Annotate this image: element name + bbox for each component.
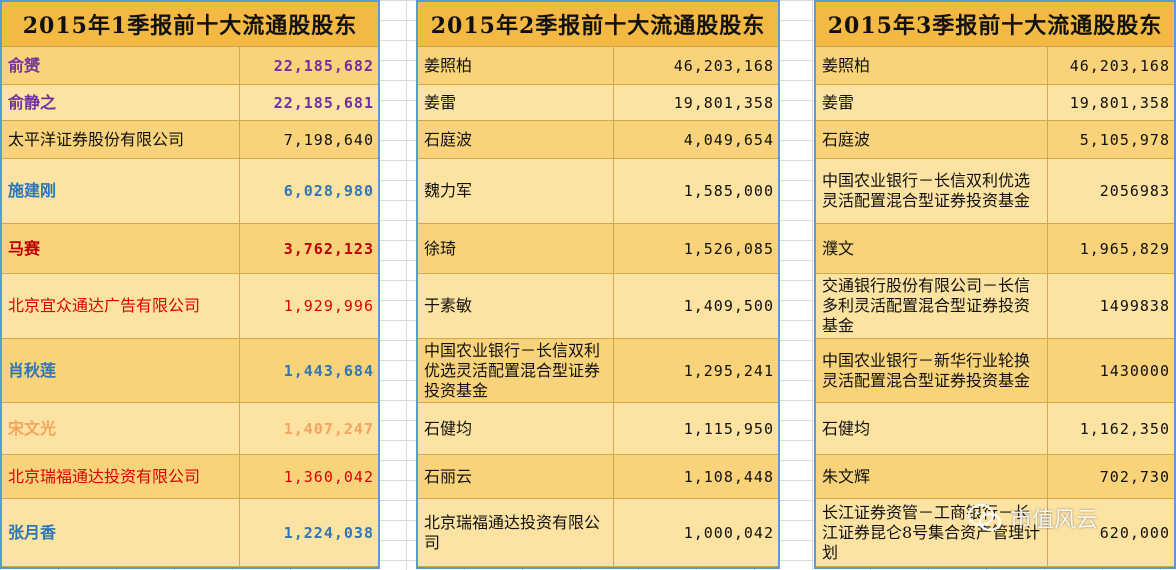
table-row: 魏力军 1,585,000 xyxy=(418,159,778,224)
table-row: 施建刚 6,028,980 xyxy=(2,159,378,224)
table-title: 2015年2季报前十大流通股股东 xyxy=(418,2,778,47)
shares-held: 1,409,500 xyxy=(683,297,774,315)
table-q1-shareholders: 2015年1季报前十大流通股股东 俞赟 22,185,682 俞静之 22,185,6… xyxy=(0,0,380,569)
shareholder-name: 北京瑞福通达投资有限公司 xyxy=(2,455,240,498)
table-row: 中国农业银行－新华行业轮换灵活配置混合型证券投资基金 1430000 xyxy=(816,339,1174,403)
shareholder-name: 张月香 xyxy=(2,499,240,566)
table-row: 濮文 1,965,829 xyxy=(816,224,1174,274)
shares-held: 3,762,123 xyxy=(283,239,374,258)
shares-held: 6,028,980 xyxy=(283,182,374,200)
shares-held: 1,526,085 xyxy=(683,239,774,258)
shares-held: 19,801,358 xyxy=(673,93,774,112)
shareholder-name: 石健均 xyxy=(816,403,1048,454)
table-row: 石丽云 1,108,448 xyxy=(418,455,778,499)
shares-held: 22,185,681 xyxy=(273,93,374,112)
table-row: 张月香 1,224,038 xyxy=(2,499,378,567)
table-row: 太平洋证券股份有限公司 7,198,640 xyxy=(2,121,378,159)
shareholder-name: 姜照柏 xyxy=(418,47,614,84)
shares-held: 1,115,950 xyxy=(683,419,774,438)
table-row: 肖秋莲 1,443,684 xyxy=(2,339,378,403)
table-row: 宋文光 1,407,247 xyxy=(2,403,378,455)
shares-held: 1,224,038 xyxy=(283,523,374,542)
table-row: 石健均 1,162,350 xyxy=(816,403,1174,455)
shareholder-name: 俞静之 xyxy=(2,85,240,120)
shares-held: 620,000 xyxy=(1099,523,1170,542)
table-row: 北京瑞福通达投资有限公司 1,000,042 xyxy=(418,499,778,567)
watermark: 市值风云 xyxy=(967,498,1099,538)
table-row: 徐琦 1,526,085 xyxy=(418,224,778,274)
wechat-icon xyxy=(967,503,1002,533)
shareholder-name: 姜雷 xyxy=(816,85,1048,120)
shareholder-name: 交通银行股份有限公司－长信多利灵活配置混合型证券投资基金 xyxy=(816,274,1048,338)
shares-held: 1430000 xyxy=(1099,361,1170,380)
table-row: 姜照柏 46,203,168 xyxy=(816,47,1174,85)
shareholder-name: 中国农业银行－新华行业轮换灵活配置混合型证券投资基金 xyxy=(816,339,1048,402)
table-row: 俞赟 22,185,682 xyxy=(2,47,378,85)
shareholder-name: 俞赟 xyxy=(2,47,240,84)
shareholder-name: 石健均 xyxy=(418,403,614,454)
shareholder-name: 施建刚 xyxy=(2,159,240,223)
table-row: 北京宜众通达广告有限公司 1,929,996 xyxy=(2,274,378,339)
table-row: 姜雷 19,801,358 xyxy=(418,85,778,121)
shares-held: 1,929,996 xyxy=(283,297,374,315)
shares-held: 702,730 xyxy=(1099,467,1170,486)
table-row: 中国农业银行－长信双利优选灵活配置混合型证券投资基金 2056983 xyxy=(816,159,1174,224)
table-row: 姜雷 19,801,358 xyxy=(816,85,1174,121)
shares-held: 1,360,042 xyxy=(283,467,374,486)
shares-held: 1499838 xyxy=(1099,297,1170,315)
shares-held: 1,108,448 xyxy=(683,467,774,486)
table-row: 石庭波 4,049,654 xyxy=(418,121,778,159)
shareholder-name: 马赛 xyxy=(2,224,240,273)
shareholder-name: 石庭波 xyxy=(816,121,1048,158)
shares-held: 22,185,682 xyxy=(273,56,374,75)
shares-held: 46,203,168 xyxy=(1069,56,1170,75)
table-row: 马赛 3,762,123 xyxy=(2,224,378,274)
shares-held: 46,203,168 xyxy=(673,56,774,75)
table-row: 北京瑞福通达投资有限公司 1,360,042 xyxy=(2,455,378,499)
shares-held: 7,198,640 xyxy=(283,130,374,149)
table-row: 朱文辉 702,730 xyxy=(816,455,1174,499)
shares-held: 1,407,247 xyxy=(283,419,374,438)
table-row: 石庭波 5,105,978 xyxy=(816,121,1174,159)
shares-held: 1,162,350 xyxy=(1079,419,1170,438)
shareholder-name: 宋文光 xyxy=(2,403,240,454)
table-row: 交通银行股份有限公司－长信多利灵活配置混合型证券投资基金 1499838 xyxy=(816,274,1174,339)
shareholder-name: 姜照柏 xyxy=(816,47,1048,84)
shares-held: 2056983 xyxy=(1099,182,1170,200)
shares-held: 1,585,000 xyxy=(683,182,774,200)
shares-held: 4,049,654 xyxy=(683,130,774,149)
table-row: 俞静之 22,185,681 xyxy=(2,85,378,121)
table-row: 于素敏 1,409,500 xyxy=(418,274,778,339)
table-row: 姜照柏 46,203,168 xyxy=(418,47,778,85)
shareholder-name: 石庭波 xyxy=(418,121,614,158)
shareholder-name: 中国农业银行－长信双利优选灵活配置混合型证券投资基金 xyxy=(816,159,1048,223)
shares-held: 5,105,978 xyxy=(1079,130,1170,149)
table-row: 石健均 1,115,950 xyxy=(418,403,778,455)
shares-held: 1,295,241 xyxy=(683,361,774,380)
shareholder-name: 北京宜众通达广告有限公司 xyxy=(2,274,240,338)
shareholder-name: 北京瑞福通达投资有限公司 xyxy=(418,499,614,566)
shareholder-name: 魏力军 xyxy=(418,159,614,223)
table-q2-shareholders: 2015年2季报前十大流通股股东 姜照柏 46,203,168 姜雷 19,801,3… xyxy=(416,0,780,569)
shareholder-name: 濮文 xyxy=(816,224,1048,273)
shareholder-name: 徐琦 xyxy=(418,224,614,273)
shareholder-name: 于素敏 xyxy=(418,274,614,338)
shares-held: 1,000,042 xyxy=(683,523,774,542)
table-row: 长江证券资管－工商银行－长江证券昆仑8号集合资产管理计划 620,000 xyxy=(816,499,1174,567)
table-title: 2015年3季报前十大流通股股东 xyxy=(816,2,1174,47)
shareholder-name: 长江证券资管－工商银行－长江证券昆仑8号集合资产管理计划 xyxy=(816,499,1048,566)
watermark-text: 市值风云 xyxy=(1010,508,1099,533)
table-title: 2015年1季报前十大流通股股东 xyxy=(2,2,378,47)
shareholder-name: 朱文辉 xyxy=(816,455,1048,498)
shares-held: 1,443,684 xyxy=(283,361,374,380)
shares-held: 1,965,829 xyxy=(1079,239,1170,258)
shareholder-name: 肖秋莲 xyxy=(2,339,240,402)
shareholder-name: 太平洋证券股份有限公司 xyxy=(2,121,240,158)
shareholder-name: 石丽云 xyxy=(418,455,614,498)
table-q3-shareholders: 2015年3季报前十大流通股股东 姜照柏 46,203,168 姜雷 19,801,3… xyxy=(814,0,1176,569)
table-row: 中国农业银行－长信双利优选灵活配置混合型证券投资基金 1,295,241 xyxy=(418,339,778,403)
shares-held: 19,801,358 xyxy=(1069,93,1170,112)
shareholder-name: 姜雷 xyxy=(418,85,614,120)
shareholder-name: 中国农业银行－长信双利优选灵活配置混合型证券投资基金 xyxy=(418,339,614,402)
